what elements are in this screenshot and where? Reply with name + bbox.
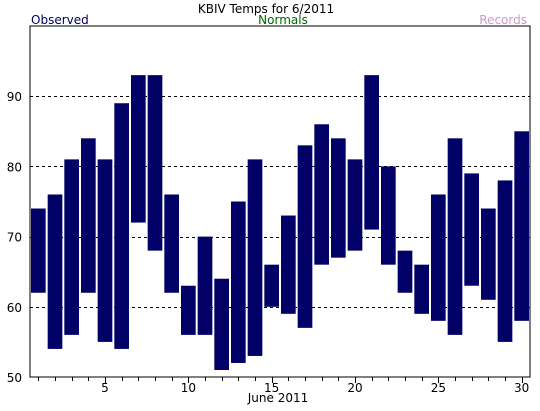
legend-records: Records bbox=[479, 13, 527, 27]
y-tick-label: 60 bbox=[7, 301, 22, 315]
bar-day-1 bbox=[31, 208, 46, 293]
bar-day-28 bbox=[481, 208, 496, 300]
bar-day-9 bbox=[164, 194, 179, 293]
bar-day-4 bbox=[81, 138, 96, 293]
bar-day-17 bbox=[297, 145, 313, 328]
bar-day-25 bbox=[431, 194, 446, 321]
bar-day-8 bbox=[147, 75, 163, 251]
x-tick-label: 25 bbox=[431, 381, 446, 395]
bar-day-20 bbox=[347, 159, 363, 251]
bar-day-30 bbox=[514, 131, 529, 321]
legend-normals: Normals bbox=[258, 13, 308, 27]
bar-day-15 bbox=[264, 264, 279, 307]
x-tick-label: 20 bbox=[347, 381, 362, 395]
bar-day-10 bbox=[181, 285, 196, 335]
bar-day-27 bbox=[464, 173, 479, 286]
x-axis-label: June 2011 bbox=[247, 391, 309, 405]
bar-day-12 bbox=[214, 278, 229, 370]
x-tick-label: 10 bbox=[181, 381, 196, 395]
chart-title: KBIV Temps for 6/2011 bbox=[198, 2, 334, 16]
x-axis-ticks: 5 10 15 20 25 30 bbox=[38, 377, 529, 395]
bar-day-29 bbox=[497, 180, 513, 342]
bar-day-3 bbox=[64, 159, 79, 335]
bar-day-7 bbox=[131, 75, 146, 223]
y-tick-label: 70 bbox=[7, 231, 22, 245]
bar-day-13 bbox=[231, 201, 246, 363]
legend-observed: Observed bbox=[31, 13, 89, 27]
bar-day-18 bbox=[314, 124, 329, 265]
bar-day-19 bbox=[331, 138, 346, 258]
bar-day-21 bbox=[364, 75, 379, 230]
observed-bars bbox=[31, 75, 529, 370]
bar-day-22 bbox=[381, 166, 396, 265]
plot-frame bbox=[29, 25, 531, 378]
bar-day-24 bbox=[414, 264, 429, 314]
bar-day-26 bbox=[447, 138, 463, 335]
x-tick-label: 30 bbox=[514, 381, 529, 395]
bar-day-16 bbox=[281, 215, 296, 314]
bar-day-6 bbox=[114, 103, 129, 349]
y-tick-label: 80 bbox=[7, 160, 22, 174]
bar-day-5 bbox=[97, 159, 113, 342]
y-axis-ticks: 50 60 70 80 90 bbox=[7, 90, 22, 385]
bar-day-23 bbox=[397, 250, 413, 293]
x-tick-label: 15 bbox=[264, 381, 279, 395]
x-tick-label: 5 bbox=[101, 381, 109, 395]
bar-day-11 bbox=[197, 236, 213, 335]
y-tick-label: 50 bbox=[7, 371, 22, 385]
bar-day-14 bbox=[247, 159, 263, 356]
grid-lines bbox=[30, 96, 530, 308]
bar-day-2 bbox=[47, 194, 63, 349]
y-tick-label: 90 bbox=[7, 90, 22, 104]
